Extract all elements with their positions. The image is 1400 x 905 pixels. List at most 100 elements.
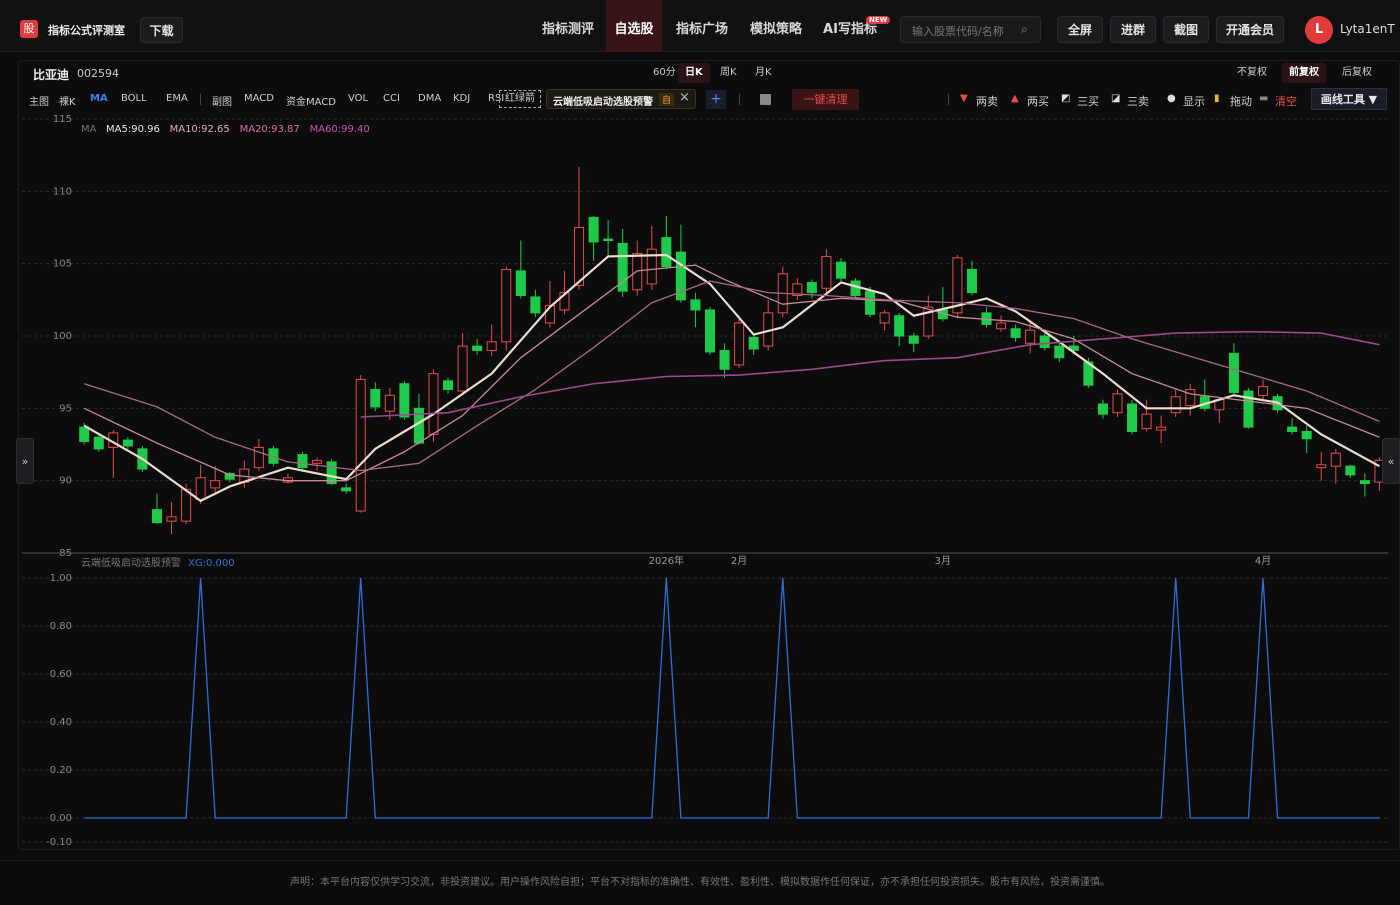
y-tick-label: 90: [59, 476, 72, 487]
candle-body: [835, 261, 846, 279]
candle-body: [1330, 452, 1341, 467]
sub-indicator[interactable]: KDJ: [453, 93, 471, 104]
separator: [948, 94, 949, 105]
y-tick-label: 0.40: [50, 717, 72, 728]
indicator-line: [84, 577, 1380, 819]
chip-tag: 自: [659, 93, 675, 106]
disclaimer: 声明：本平台内容仅供学习交流，非投资建议。用户操作风险自担；平台不对指标的准确性…: [0, 860, 1400, 900]
header-button[interactable]: 进群: [1110, 16, 1156, 43]
tool-icon[interactable]: ▮: [1214, 93, 1220, 104]
candle-body: [996, 322, 1007, 330]
tool-icon[interactable]: ▲: [1011, 93, 1019, 104]
legend-entry: MA5:90.96: [106, 124, 160, 135]
sub-indicator[interactable]: MACD: [244, 93, 274, 104]
candle-body: [1359, 480, 1370, 485]
tool-icon[interactable]: ▬: [1259, 93, 1269, 104]
period-tab[interactable]: 月K: [755, 67, 772, 78]
candle-body: [1258, 386, 1269, 396]
user-name[interactable]: Lyta1enT: [1340, 22, 1395, 36]
candle-body: [646, 248, 657, 285]
expand-left[interactable]: »: [16, 438, 34, 484]
nav-item[interactable]: AI写指标: [823, 22, 877, 37]
adjust-tab[interactable]: 不复权: [1237, 67, 1267, 78]
nav-item[interactable]: 指标广场: [675, 22, 728, 37]
draw-tool[interactable]: 清空: [1275, 95, 1297, 108]
expand-right[interactable]: «: [1382, 438, 1400, 484]
candle-body: [603, 238, 614, 242]
candle-body: [1112, 393, 1123, 414]
main-label: 主图: [29, 97, 49, 108]
nav-item[interactable]: 指标测评: [541, 22, 594, 37]
candle-body: [661, 237, 672, 268]
y-tick-label: 0.60: [50, 669, 72, 680]
main-indicator[interactable]: EMA: [166, 93, 188, 104]
candle-body: [384, 394, 395, 412]
avatar[interactable]: L: [1305, 16, 1333, 44]
y-tick-label: 0.20: [50, 765, 72, 776]
candle-body: [1010, 328, 1021, 338]
y-tick-label: 115: [53, 114, 72, 125]
draw-tool[interactable]: 三买: [1077, 95, 1099, 108]
main-indicator[interactable]: MA: [90, 93, 108, 104]
sub-indicator[interactable]: 资金MACD: [286, 97, 336, 108]
period-tab[interactable]: 周K: [720, 67, 737, 78]
period-tab[interactable]: 日K: [678, 63, 710, 83]
header-button[interactable]: 全屏: [1057, 16, 1103, 43]
draw-tool[interactable]: 两买: [1027, 95, 1049, 108]
adjust-tab[interactable]: 后复权: [1342, 67, 1372, 78]
download-button[interactable]: 下载: [140, 17, 183, 43]
indicator-chip[interactable]: 云端低吸启动选股预警自 ×: [546, 89, 696, 109]
add-indicator[interactable]: +: [706, 90, 726, 109]
header-button[interactable]: 截图: [1163, 16, 1209, 43]
candle-body: [1316, 464, 1327, 469]
tool-icon[interactable]: ◩: [1061, 93, 1071, 104]
y-tick-label: 0.00: [50, 813, 72, 824]
candle-body: [1039, 335, 1050, 349]
tool-icon[interactable]: ◪: [1111, 93, 1121, 104]
adjust-tab[interactable]: 前复权: [1282, 63, 1326, 83]
main-indicator[interactable]: BOLL: [121, 93, 147, 104]
candle-body: [1097, 403, 1108, 415]
nav-item[interactable]: 模拟策略: [749, 22, 802, 37]
sub-indicator[interactable]: VOL: [348, 93, 369, 104]
draw-tool[interactable]: 两卖: [976, 95, 998, 108]
sub-indicator[interactable]: DMA: [418, 93, 442, 104]
separator: [739, 94, 740, 105]
candle-body: [399, 383, 410, 418]
draw-menu[interactable]: 画线工具 ▼: [1311, 88, 1387, 110]
legend-entry: MA20:93.87: [240, 124, 300, 135]
candle-body: [443, 380, 454, 391]
candle-body: [297, 454, 308, 469]
candle-body: [1185, 389, 1196, 406]
tool-icon[interactable]: ●: [1167, 93, 1176, 104]
period-tab[interactable]: 60分: [653, 67, 676, 78]
candle-body: [370, 389, 381, 408]
ma-line: [83, 264, 1380, 482]
candle-body: [908, 335, 919, 344]
candle-body: [617, 242, 628, 292]
arrow-toggle[interactable]: 红绿箭: [499, 90, 541, 108]
sub-indicator[interactable]: RSI: [488, 93, 505, 104]
draw-tool[interactable]: 三卖: [1127, 95, 1149, 108]
candle-body: [224, 472, 235, 480]
candle-body: [1170, 396, 1181, 414]
x-tick-label: 4月: [1255, 555, 1271, 567]
candle-body: [341, 487, 352, 492]
search-box[interactable]: 输入股票代码/名称 ⌕: [900, 16, 1041, 43]
candle-body: [675, 251, 686, 301]
chip-close: ×: [679, 90, 690, 105]
clear-button[interactable]: 一键清理: [792, 89, 859, 110]
sub-indicator[interactable]: CCI: [383, 93, 400, 104]
save-icon[interactable]: [760, 94, 771, 105]
draw-tool[interactable]: 拖动: [1230, 95, 1252, 108]
candle-body: [690, 299, 701, 311]
draw-tool[interactable]: 显示: [1183, 95, 1205, 108]
candle-body: [704, 309, 716, 353]
header-button[interactable]: 开通会员: [1216, 16, 1284, 43]
nav-item[interactable]: 自选股: [606, 0, 662, 52]
candle-body: [574, 227, 585, 286]
candle-body: [122, 439, 133, 447]
main-indicator[interactable]: 裸K: [59, 97, 76, 108]
tool-icon[interactable]: ▼: [960, 93, 968, 104]
